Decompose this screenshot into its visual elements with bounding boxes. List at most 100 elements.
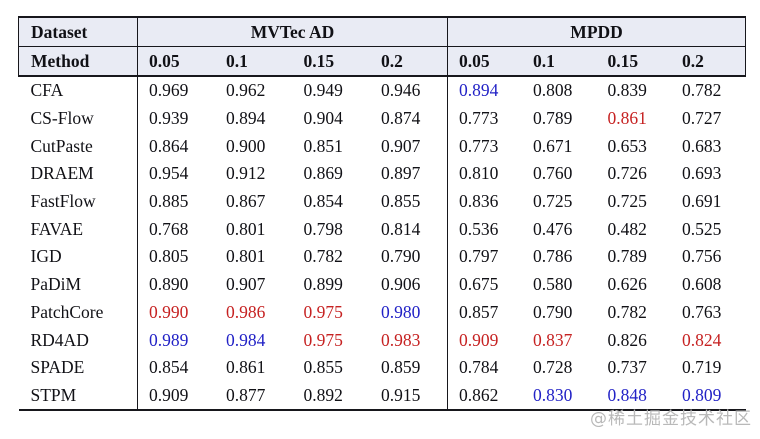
score-cell: 0.773	[447, 104, 523, 133]
score-cell: 0.855	[303, 357, 343, 378]
score-cell: 0.782	[607, 301, 647, 322]
score-cell: 0.907	[381, 135, 421, 156]
results-table: Dataset MVTec AD MPDD Method 0.05 0.1 0.15 0.2…	[18, 16, 747, 412]
method-name: FAVAE	[30, 218, 84, 239]
score-cell: 0.869	[303, 163, 343, 184]
watermark-text: @稀土掘金技术社区	[590, 409, 752, 429]
score-cell: 0.912	[226, 163, 266, 184]
score-cell: 0.789	[607, 246, 647, 267]
score-cell: 0.782	[303, 246, 343, 267]
threshold-column-header: 0.1	[522, 46, 597, 77]
table-row: CutPaste 0.864 0.900 0.851 0.907 0.773 0.671 0.…	[19, 132, 746, 161]
score-cell: 0.653	[607, 135, 647, 156]
score-cell: 0.814	[381, 218, 421, 239]
score-cell: 0.851	[303, 135, 343, 156]
column-group-header: MVTec AD	[137, 17, 449, 47]
score-cell: 0.782	[682, 80, 722, 101]
threshold-column-header: 0.05	[447, 46, 523, 77]
score-cell: 0.975	[303, 329, 343, 350]
score-cell: 0.789	[533, 108, 573, 129]
score-cell: 0.894	[226, 108, 266, 129]
score-cell: 0.909	[137, 381, 215, 411]
score-cell: 0.798	[303, 218, 343, 239]
score-cell: 0.786	[533, 246, 573, 267]
score-cell: 0.862	[447, 381, 523, 411]
score-cell: 0.768	[137, 215, 215, 244]
score-cell: 0.915	[381, 384, 421, 405]
method-name: DRAEM	[30, 163, 94, 184]
score-cell: 0.837	[533, 329, 573, 350]
score-cell: 0.784	[447, 353, 523, 382]
table-row: DRAEM 0.954 0.912 0.869 0.897 0.810 0.760 0.726…	[19, 160, 746, 188]
table-row: CFA 0.969 0.962 0.949 0.946 0.894 0.808 0.839 0.…	[19, 76, 746, 105]
score-cell: 0.904	[303, 108, 343, 129]
score-cell: 0.859	[381, 357, 421, 378]
method-name: CutPaste	[30, 135, 93, 156]
score-cell: 0.525	[682, 218, 722, 239]
threshold-column-header: 0.15	[596, 46, 672, 77]
score-cell: 0.727	[682, 108, 722, 129]
score-cell: 0.906	[381, 274, 421, 295]
score-cell: 0.939	[137, 104, 215, 133]
score-cell: 0.536	[447, 215, 523, 244]
score-cell: 0.897	[381, 163, 421, 184]
score-cell: 0.900	[226, 135, 266, 156]
score-cell: 0.867	[226, 191, 266, 212]
score-cell: 0.608	[682, 274, 722, 295]
score-cell: 0.892	[303, 384, 343, 405]
table-row: RD4AD 0.989 0.984 0.975 0.983 0.909 0.837 0.826…	[19, 326, 746, 354]
score-cell: 0.790	[381, 246, 421, 267]
score-cell: 0.737	[607, 357, 647, 378]
score-cell: 0.773	[447, 132, 523, 161]
method-name: STPM	[30, 384, 77, 405]
score-cell: 0.980	[381, 301, 421, 322]
score-cell: 0.719	[682, 357, 722, 378]
score-cell: 0.874	[381, 108, 421, 129]
sub-header-row: Method 0.05 0.1 0.15 0.2 0.05 0.1 0.15 0.2	[18, 46, 747, 77]
score-cell: 0.726	[607, 163, 647, 184]
column-group-header: MPDD	[447, 17, 747, 47]
score-cell: 0.801	[226, 246, 266, 267]
score-cell: 0.805	[137, 243, 215, 271]
score-cell: 0.476	[533, 218, 573, 239]
table-body: CFA 0.969 0.962 0.949 0.946 0.894 0.808 0.839 0.…	[19, 76, 746, 411]
threshold-column-header: 0.2	[370, 46, 448, 77]
score-cell: 0.830	[533, 384, 573, 405]
method-name: FastFlow	[30, 191, 96, 212]
score-cell: 0.854	[137, 353, 215, 382]
score-cell: 0.580	[533, 274, 573, 295]
score-cell: 0.809	[682, 384, 722, 405]
score-cell: 0.482	[607, 218, 647, 239]
table-row: FastFlow 0.885 0.867 0.854 0.855 0.836 0.725 0.…	[19, 187, 746, 216]
table-row: FAVAE 0.768 0.801 0.798 0.814 0.536 0.476 0.482…	[19, 215, 746, 244]
score-cell: 0.728	[533, 357, 573, 378]
group-header-row: Dataset MVTec AD MPDD	[18, 17, 747, 47]
score-cell: 0.675	[447, 270, 523, 299]
table-row: IGD 0.805 0.801 0.782 0.790 0.797 0.786 0.789 0.…	[19, 243, 746, 271]
score-cell: 0.907	[226, 274, 266, 295]
score-cell: 0.861	[226, 357, 266, 378]
score-cell: 0.984	[226, 329, 266, 350]
score-cell: 0.946	[381, 80, 421, 101]
table-row: CS-Flow 0.939 0.894 0.904 0.874 0.773 0.789 0.8…	[19, 104, 746, 133]
score-cell: 0.954	[137, 160, 215, 188]
threshold-column-header: 0.05	[137, 46, 215, 77]
score-cell: 0.693	[682, 163, 722, 184]
score-cell: 0.725	[533, 191, 573, 212]
score-cell: 0.839	[607, 80, 647, 101]
score-cell: 0.683	[682, 135, 722, 156]
table-row: SPADE 0.854 0.861 0.855 0.859 0.784 0.728 0.737…	[19, 353, 746, 382]
score-cell: 0.983	[381, 329, 421, 350]
table-row: STPM 0.909 0.877 0.892 0.915 0.862 0.830 0.848 0…	[19, 381, 746, 411]
threshold-column-header: 0.15	[292, 46, 370, 77]
score-cell: 0.861	[607, 108, 647, 129]
score-cell: 0.763	[682, 301, 722, 322]
method-name: PatchCore	[30, 301, 104, 322]
method-name: CS-Flow	[30, 108, 94, 129]
score-cell: 0.848	[607, 384, 647, 405]
table-row: PaDiM 0.890 0.907 0.899 0.906 0.675 0.580 0.626…	[19, 270, 746, 299]
score-cell: 0.909	[447, 326, 523, 354]
score-cell: 0.836	[447, 187, 523, 216]
method-name: PaDiM	[30, 274, 82, 295]
